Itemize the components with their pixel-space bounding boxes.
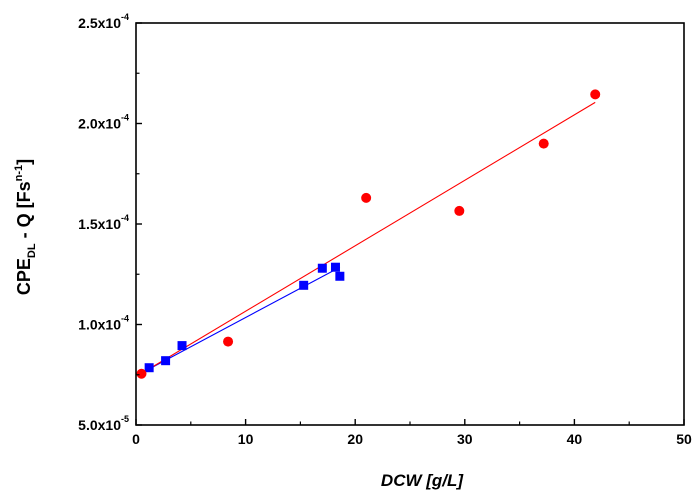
series-1-point [223,336,234,347]
y-tick-mantissa: 5.0x10 [78,417,121,433]
x-tick-label: 40 [567,431,583,447]
y-tick-exponent: -4 [121,213,129,223]
y-axis-title-end: ] [14,159,34,165]
x-tick-label: 10 [238,431,254,447]
series-0-point [317,263,327,273]
y-tick-label: 5.0x10-5 [78,414,129,433]
y-tick-mantissa: 2.0x10 [78,116,121,132]
x-tick-label: 0 [132,431,140,447]
series-1-point [538,138,549,149]
series-1-fit-line [139,101,596,376]
series-1-point [361,192,372,203]
y-axis-title-main: CPE [14,258,34,295]
x-tick-label: 30 [457,431,473,447]
marks-layer [136,89,601,379]
y-tick-mantissa: 1.5x10 [78,216,121,232]
x-tick-label: 50 [676,431,692,447]
series-1-point [590,89,601,100]
series-1-point [454,205,465,216]
y-axis-title-sup: n-1 [13,165,25,182]
x-axis-title: DCW [g/L] [381,471,464,490]
series-0-point [330,262,340,272]
y-tick-label: 1.0x10-4 [78,314,129,333]
y-tick-mantissa: 2.5x10 [78,15,121,31]
y-axis-title-rest: - Q [Fs [14,181,34,243]
series-0-point [335,271,345,281]
plot-frame [135,22,685,426]
y-tick-exponent: -4 [121,12,129,22]
y-tick-label: 2.5x10-4 [78,12,129,31]
y-tick-mantissa: 1.0x10 [78,317,121,333]
x-tick-label: 20 [347,431,363,447]
y-tick-exponent: -5 [121,414,129,424]
y-axis-title-sub: DL [26,243,38,258]
y-tick-label: 2.0x10-4 [78,113,129,132]
y-axis-title: CPEDL - Q [Fsn-1] [13,159,38,295]
y-tick-exponent: -4 [121,113,129,123]
series-0-point [161,356,171,366]
series-0-fit-line [145,266,341,372]
y-tick-label: 1.5x10-4 [78,213,129,232]
y-tick-exponent: -4 [121,314,129,324]
series-0-point [299,280,309,290]
series-1-point [136,368,147,379]
series-0-point [144,363,154,373]
series-0-point [177,341,187,351]
ticks-layer: 0 10 20 30 40 505.0x10-51.0x10-41.5x10-42.0x1… [78,12,692,447]
